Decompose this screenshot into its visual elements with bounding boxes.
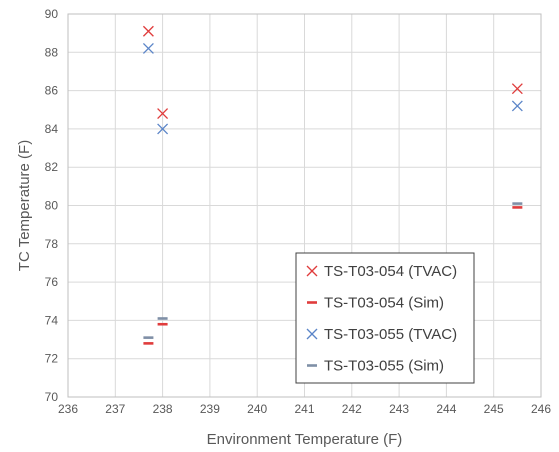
legend-box [295,252,475,384]
y-tick-label: 72 [45,352,59,366]
x-tick-label: 246 [531,402,551,416]
x-tick-label: 241 [294,402,314,416]
y-tick-label: 90 [45,7,59,21]
y-tick-label: 88 [45,45,59,59]
y-tick-label: 70 [45,390,59,404]
y-tick-label: 80 [45,199,59,213]
x-tick-label: 237 [105,402,125,416]
legend-label: TS-T03-054 (TVAC) [324,263,457,280]
plot-area-border [67,13,542,398]
data-point [142,25,154,37]
y-axis-ticks: 70 72 74 76 78 80 82 84 86 88 90 [45,7,59,404]
x-tick-label: 243 [389,402,409,416]
x-tick-label: 244 [436,402,456,416]
y-axis-title: TC Temperature (F) [16,140,33,271]
y-tick-label: 86 [45,84,59,98]
legend-label: TS-T03-054 (Sim) [324,295,444,312]
x-tick-label: 240 [247,402,267,416]
data-point [157,123,169,135]
data-point [142,43,154,54]
data-markers [142,25,523,345]
legend-marker [306,265,318,277]
x-tick-label: 242 [342,402,362,416]
x-tick-label: 245 [484,402,504,416]
legend: TS-T03-054 (TVAC) TS-T03-054 (Sim) TS-T03-… [295,252,475,384]
y-tick-label: 76 [45,275,59,289]
y-tick-label: 84 [45,122,59,136]
x-tick-label: 236 [58,402,78,416]
x-tick-label: 238 [153,402,173,416]
legend-marker [306,328,318,340]
data-point [511,83,523,95]
legend-label: TS-T03-055 (TVAC) [324,326,457,343]
y-tick-label: 78 [45,237,59,251]
x-axis-ticks: 236 237 238 239 240 241 242 243 244 245 246 [58,402,551,416]
x-tick-label: 239 [200,402,220,416]
data-point [511,100,523,112]
x-axis-title: Environment Temperature (F) [207,431,403,448]
y-tick-label: 82 [45,160,59,174]
legend-label: TS-T03-055 (Sim) [324,358,444,375]
data-point [157,108,169,120]
y-tick-label: 74 [45,313,59,327]
